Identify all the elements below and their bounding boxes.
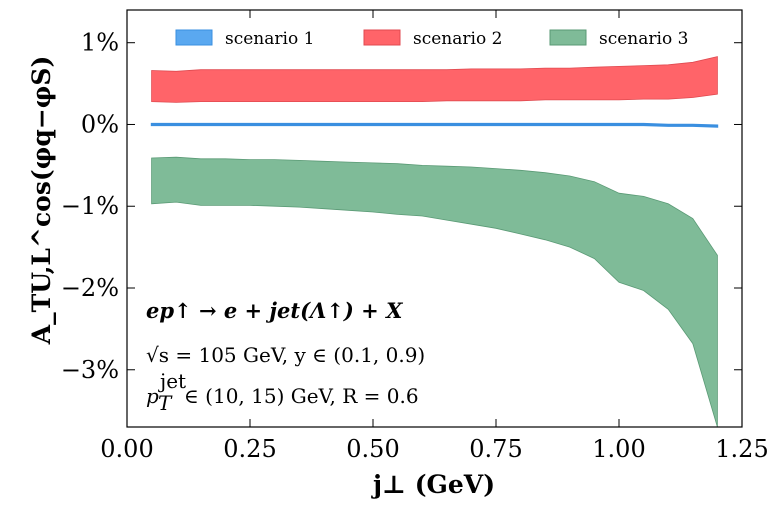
x-tick-label: 1.00 <box>592 435 645 463</box>
x-tick-label: 1.25 <box>715 435 768 463</box>
x-tick-label: 0.25 <box>223 435 276 463</box>
jet-cut-range: ∈ (10, 15) GeV, R = 0.6 <box>184 384 419 408</box>
y-tick-label: −3% <box>61 356 119 384</box>
jet-cut-subscript: T <box>158 391 173 415</box>
bands-layer <box>150 56 719 428</box>
legend-label-scenario-3: scenario 3 <box>599 29 688 49</box>
x-tick-label: 0.00 <box>100 435 153 463</box>
ticks-layer: 0.00 0.25 0.50 0.75 1.00 1.25 1% 0% −1% −2% −3% <box>61 10 769 463</box>
jet-cut-annotation: p T jet ∈ (10, 15) GeV, R = 0.6 <box>146 369 419 415</box>
plot-frame <box>126 9 743 428</box>
y-tick-label: 1% <box>81 29 119 57</box>
band-scenario-2 <box>151 56 718 103</box>
legend-swatch-scenario-3 <box>549 29 587 46</box>
legend: scenario 1 scenario 2 scenario 3 <box>175 29 688 49</box>
jet-cut-superscript: jet <box>158 369 186 393</box>
y-tick-label: 0% <box>81 110 119 138</box>
x-tick-label: 0.75 <box>469 435 522 463</box>
process-annotation: ep↑ → e + jet(Λ↑) + X <box>146 298 403 323</box>
jet-cut-p: p <box>146 384 159 408</box>
x-tick-label: 0.50 <box>346 435 399 463</box>
legend-swatch-scenario-2 <box>363 29 401 46</box>
x-axis-label: j⊥ (GeV) <box>371 470 495 499</box>
legend-label-scenario-1: scenario 1 <box>225 29 314 49</box>
kinematics-annotation: √s = 105 GeV, y ∈ (0.1, 0.9) <box>146 343 425 367</box>
legend-swatch-scenario-1 <box>175 29 213 46</box>
y-tick-label: −2% <box>61 274 119 302</box>
y-tick-label: −1% <box>61 192 119 220</box>
y-axis-label: A_TU,L^cos(φq−φS) <box>27 56 56 346</box>
band-scenario-1 <box>150 122 719 128</box>
legend-label-scenario-2: scenario 2 <box>413 29 502 49</box>
